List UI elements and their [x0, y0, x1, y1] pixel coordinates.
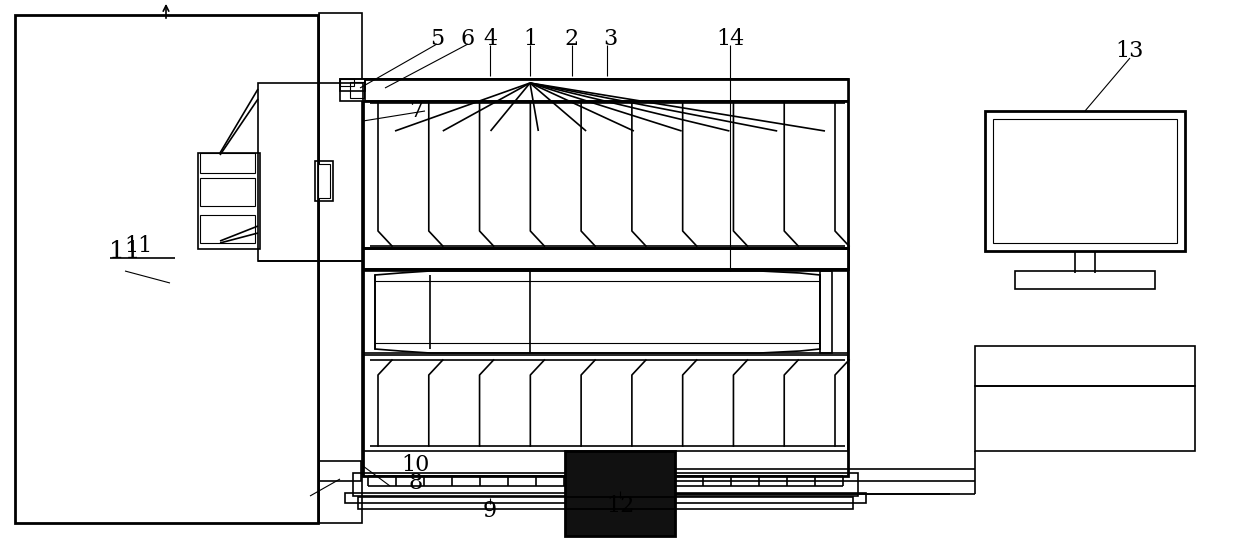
Text: 1: 1 — [523, 28, 536, 50]
Bar — [344, 493, 866, 503]
Text: 4: 4 — [483, 28, 497, 50]
Text: 3: 3 — [603, 28, 617, 50]
Text: 11: 11 — [124, 235, 152, 257]
Text: 8: 8 — [409, 472, 424, 494]
Bar — [985, 111, 1184, 251]
Bar — [363, 271, 847, 353]
Bar — [339, 79, 354, 86]
Bar — [975, 346, 1194, 386]
Bar — [339, 79, 366, 91]
Text: 5: 5 — [430, 28, 444, 50]
Bar — [318, 164, 330, 198]
Text: 12: 12 — [606, 495, 634, 517]
Bar — [339, 79, 366, 101]
Bar — [565, 451, 675, 536]
Bar — [315, 161, 333, 201]
Bar — [199, 153, 255, 173]
Text: 9: 9 — [483, 500, 497, 522]
Bar — [363, 355, 847, 451]
Bar — [992, 119, 1177, 243]
Text: 2: 2 — [565, 28, 579, 50]
Text: 13: 13 — [1116, 40, 1144, 62]
Bar — [258, 83, 363, 261]
Text: 10: 10 — [401, 454, 430, 476]
Text: 11: 11 — [109, 240, 141, 262]
Bar — [363, 248, 847, 269]
Bar — [15, 15, 318, 523]
Bar — [349, 82, 364, 98]
Bar — [199, 215, 255, 243]
Bar — [358, 497, 852, 509]
Text: 7: 7 — [409, 100, 422, 122]
Text: 14: 14 — [716, 28, 745, 50]
Bar — [975, 386, 1194, 451]
Text: 6: 6 — [461, 28, 475, 50]
Bar — [199, 178, 255, 206]
Bar — [353, 473, 857, 496]
Bar — [820, 271, 833, 353]
Bar — [318, 13, 362, 523]
Bar — [363, 79, 847, 101]
Bar — [363, 79, 847, 476]
Bar — [198, 153, 260, 249]
Bar — [1015, 271, 1155, 289]
Bar — [318, 461, 361, 481]
